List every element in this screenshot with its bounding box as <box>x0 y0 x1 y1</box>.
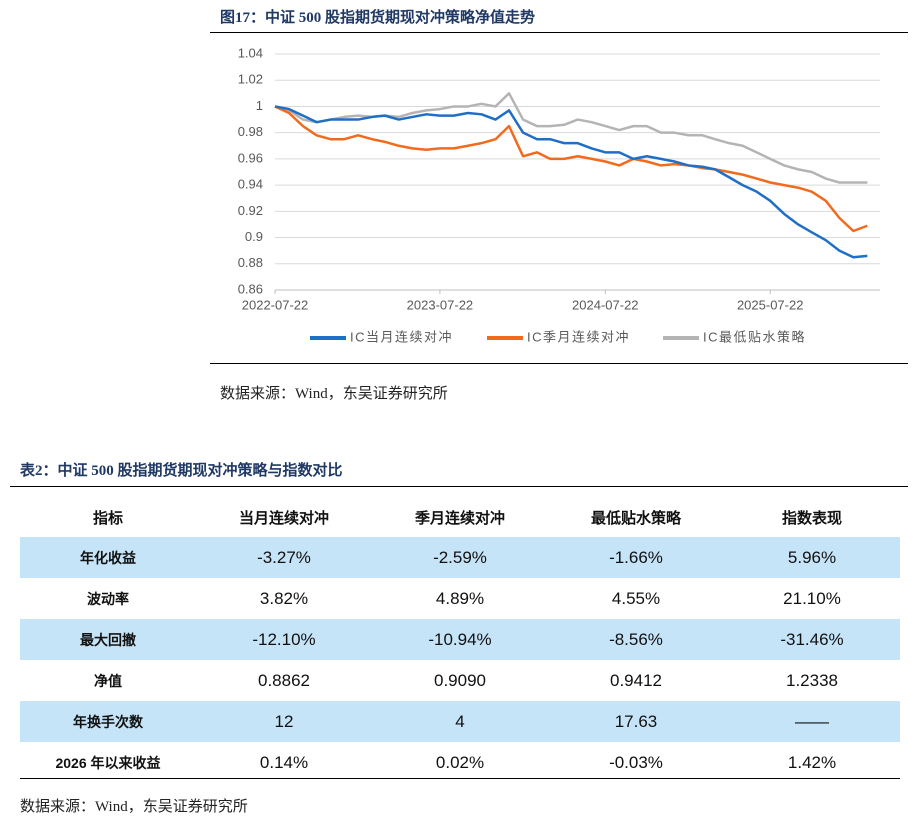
comparison-table: 指标 当月连续对冲 季月连续对冲 最低贴水策略 指数表现年化收益 -3.27% -2.59%… <box>20 497 900 783</box>
table-row: 净值 0.8862 0.9090 0.9412 1.2338 <box>20 660 900 701</box>
table-cell: 12 <box>196 701 372 742</box>
chart: 0.86 0.88 0.9 0.92 0.94 0.96 0.98 1 1.02 1.04 2022… <box>238 45 880 344</box>
table-title: 表2：中证 500 股指期货期现对冲策略与指数对比 <box>20 463 343 479</box>
x-tick-label: 2025-07-22 <box>737 297 804 312</box>
figure-title: 图17：中证 500 股指期货期现对冲策略净值走势 <box>220 10 536 26</box>
series-line <box>274 105 868 259</box>
table-cell: 波动率 <box>87 590 129 607</box>
table-row: 指标 当月连续对冲 季月连续对冲 最低贴水策略 指数表现 <box>20 497 900 537</box>
table-cell: 3.82% <box>259 588 309 608</box>
table-cell: 0.9090 <box>434 670 486 690</box>
y-tick-label: 1 <box>256 98 263 113</box>
y-tick-label: 0.9 <box>245 229 263 244</box>
table-bottom-rule <box>20 778 900 779</box>
table-cell: 0.9412 <box>610 670 662 690</box>
x-tick-label: 2022-07-22 <box>242 297 309 312</box>
y-tick-label: 0.92 <box>238 203 263 218</box>
legend-label: IC最低贴水策略 <box>703 329 806 344</box>
y-tick-label: 0.98 <box>238 124 263 139</box>
table-cell: —— <box>724 701 900 742</box>
x-tick-label: 2023-07-22 <box>407 297 474 312</box>
table-row: 年换手次数 12 4 17.63 —— <box>20 701 900 742</box>
table-cell: -3.27% <box>196 537 372 578</box>
y-tick-label: 0.86 <box>238 281 263 296</box>
table-cell: 净值 <box>94 672 122 689</box>
y-tick-label: 1.02 <box>238 72 263 87</box>
table-cell: 最大回撤 <box>20 619 196 660</box>
series-line <box>274 105 868 233</box>
table-cell: 1.2338 <box>786 670 838 690</box>
top-rule <box>210 32 908 33</box>
y-tick-label: 0.94 <box>238 177 263 192</box>
legend-label: IC当月连续对冲 <box>350 329 453 344</box>
table-cell: 17.63 <box>548 701 724 742</box>
table-cell: -8.56% <box>548 619 724 660</box>
table-cell: 指数表现 <box>781 509 842 527</box>
table-cell: 当月连续对冲 <box>238 509 329 527</box>
table-cell: 季月连续对冲 <box>414 509 505 527</box>
legend-label: IC季月连续对冲 <box>527 329 630 344</box>
table-cell: 年化收益 <box>20 537 196 578</box>
table-cell: -31.46% <box>724 619 900 660</box>
x-tick-label: 2024-07-22 <box>572 297 639 312</box>
table-cell: 4 <box>372 701 548 742</box>
table-row: 年化收益 -3.27% -2.59% -1.66% 5.96% <box>20 537 900 578</box>
table-cell: 指标 <box>92 509 123 527</box>
chart-bottom-rule <box>210 363 908 364</box>
table-cell: 0.02% <box>435 752 485 772</box>
table-source: 数据来源：Wind，东吴证券研究所 <box>20 799 248 815</box>
table-cell: -0.03% <box>609 752 663 772</box>
table-cell: 5.96% <box>724 537 900 578</box>
table-cell: 1.42% <box>787 752 837 772</box>
table-cell: 4.89% <box>435 588 485 608</box>
table-cell: 4.55% <box>611 588 661 608</box>
table-top-rule <box>10 486 908 487</box>
y-tick-label: 0.96 <box>238 150 263 165</box>
table-cell: -10.94% <box>372 619 548 660</box>
table-row: 最大回撤 -12.10% -10.94% -8.56% -31.46% <box>20 619 900 660</box>
chart-source: 数据来源：Wind，东吴证券研究所 <box>220 386 448 402</box>
table-cell: 0.8862 <box>258 670 310 690</box>
table-cell: -1.66% <box>548 537 724 578</box>
y-tick-label: 0.88 <box>238 255 263 270</box>
table-cell: 0.14% <box>259 752 309 772</box>
table-row: 2026 年以来收益 0.14% 0.02% -0.03% 1.42% <box>20 742 900 783</box>
table-row: 波动率 3.82% 4.89% 4.55% 21.10% <box>20 578 900 619</box>
y-tick-label: 1.04 <box>238 45 263 60</box>
table-cell: 最低贴水策略 <box>590 509 681 527</box>
table-cell: 年换手次数 <box>20 701 196 742</box>
table-cell: 21.10% <box>783 588 841 608</box>
table-cell: 2026 年以来收益 <box>55 754 161 771</box>
table-cell: -2.59% <box>372 537 548 578</box>
table-cell: -12.10% <box>196 619 372 660</box>
